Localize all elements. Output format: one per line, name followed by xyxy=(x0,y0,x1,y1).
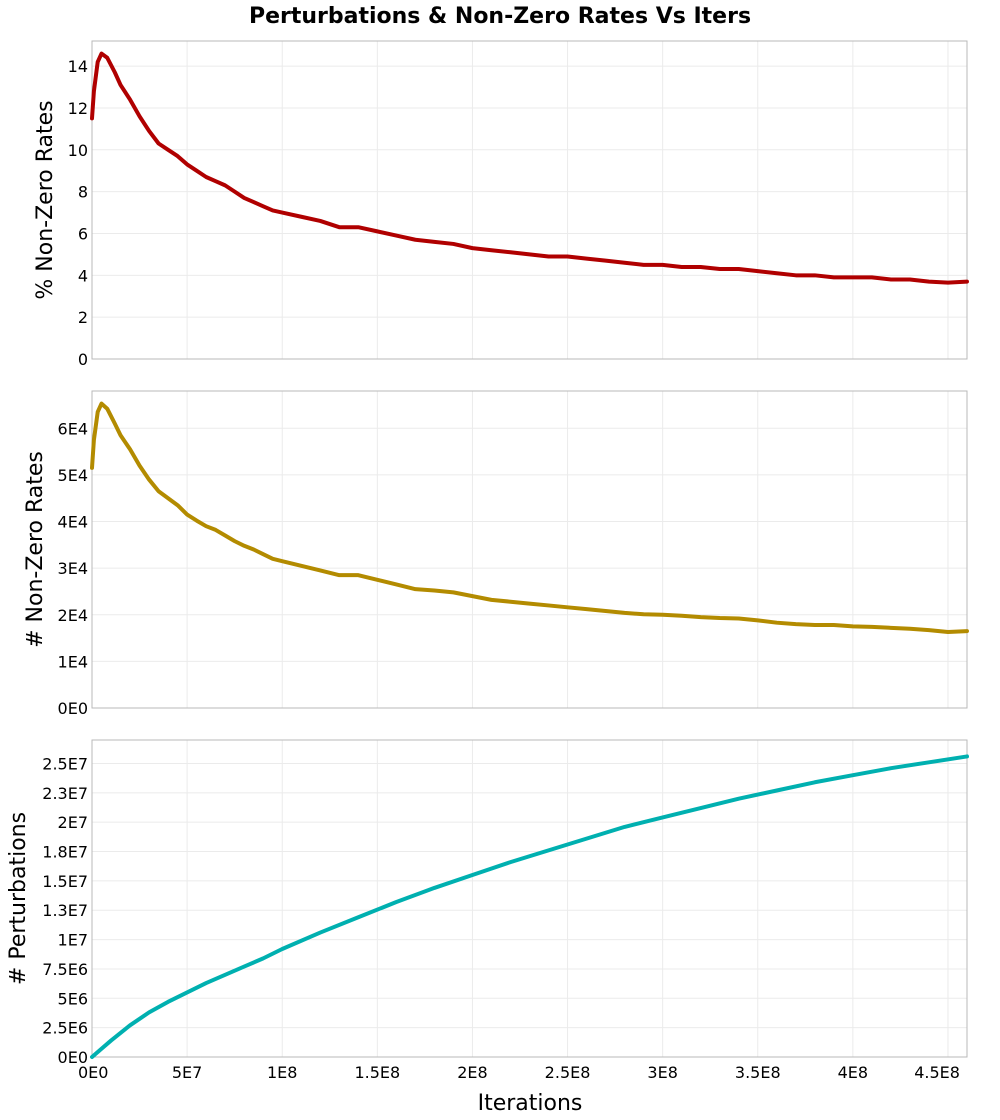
x-tick-label: 2E8 xyxy=(457,1063,487,1082)
x-tick-label: 4.5E8 xyxy=(914,1063,960,1082)
y-tick-label: 5E6 xyxy=(58,989,88,1008)
panel-1: 0 2 4 6 8 10 12 14 % Non-Zero Rates xyxy=(33,40,969,369)
y-tick-label: 1.5E7 xyxy=(42,872,88,891)
y-tick-label: 10 xyxy=(68,141,88,160)
y-tick-label: 0 xyxy=(78,350,88,369)
y-axis-title: # Non-Zero Rates xyxy=(23,451,48,648)
x-tick-label: 5E7 xyxy=(172,1063,202,1082)
x-tick-label: 4E8 xyxy=(838,1063,868,1082)
plot-frame xyxy=(91,739,968,1058)
y-tick-label: 6 xyxy=(78,224,88,243)
x-tick-label: 0E0 xyxy=(78,1063,108,1082)
series-line xyxy=(90,754,969,1059)
y-tick-label: 0E0 xyxy=(58,699,88,718)
chart-panels: 0 2 4 6 8 10 12 14 % Non-Zero Rates 0E0 1E4 2E4 3E4 4… xyxy=(6,40,969,1082)
y-tick-label: 3E4 xyxy=(58,559,88,578)
chart-title: Perturbations & Non-Zero Rates Vs Iters xyxy=(249,4,751,29)
series-line xyxy=(90,51,969,285)
y-tick-label: 12 xyxy=(68,99,88,118)
y-tick-label: 14 xyxy=(68,57,88,76)
y-tick-label: 2E4 xyxy=(58,606,88,625)
y-tick-label: 1E4 xyxy=(58,652,88,671)
y-tick-label: 1.8E7 xyxy=(42,843,88,862)
y-tick-label: 2.5E6 xyxy=(42,1019,88,1038)
y-tick-label: 2E7 xyxy=(58,813,88,832)
y-tick-label: 6E4 xyxy=(58,419,88,438)
y-tick-label: 2.3E7 xyxy=(42,784,88,803)
x-tick-label: 3.5E8 xyxy=(735,1063,781,1082)
y-tick-label: 5E4 xyxy=(58,466,88,485)
panel-3: 0E0 2.5E6 5E6 7.5E6 1E7 1.3E7 1.5E7 1.8E7 2E7 2.3… xyxy=(6,739,969,1067)
y-tick-label: 4E4 xyxy=(58,513,88,532)
series-line xyxy=(90,401,969,635)
panel-2: 0E0 1E4 2E4 3E4 4E4 5E4 6E4 # Non-Zero Rates xyxy=(23,390,969,718)
plot-frame xyxy=(91,40,968,360)
y-tick-label: 1.3E7 xyxy=(42,901,88,920)
y-tick-label: 1E7 xyxy=(58,931,88,950)
x-axis-title: Iterations xyxy=(478,1091,583,1116)
x-tick-label: 1E8 xyxy=(267,1063,297,1082)
y-tick-label: 2 xyxy=(78,308,88,327)
y-axis-title: # Perturbations xyxy=(6,812,31,985)
y-tick-label: 2.5E7 xyxy=(42,754,88,773)
y-axis-title: % Non-Zero Rates xyxy=(33,100,58,299)
plot-frame xyxy=(91,390,968,709)
x-tick-label: 2.5E8 xyxy=(545,1063,591,1082)
x-tick-label: 3E8 xyxy=(647,1063,677,1082)
y-tick-label: 8 xyxy=(78,183,88,202)
y-tick-label: 0E0 xyxy=(58,1048,88,1067)
x-tick-label: 1.5E8 xyxy=(354,1063,400,1082)
y-tick-label: 7.5E6 xyxy=(42,960,88,979)
y-tick-label: 4 xyxy=(78,266,88,285)
